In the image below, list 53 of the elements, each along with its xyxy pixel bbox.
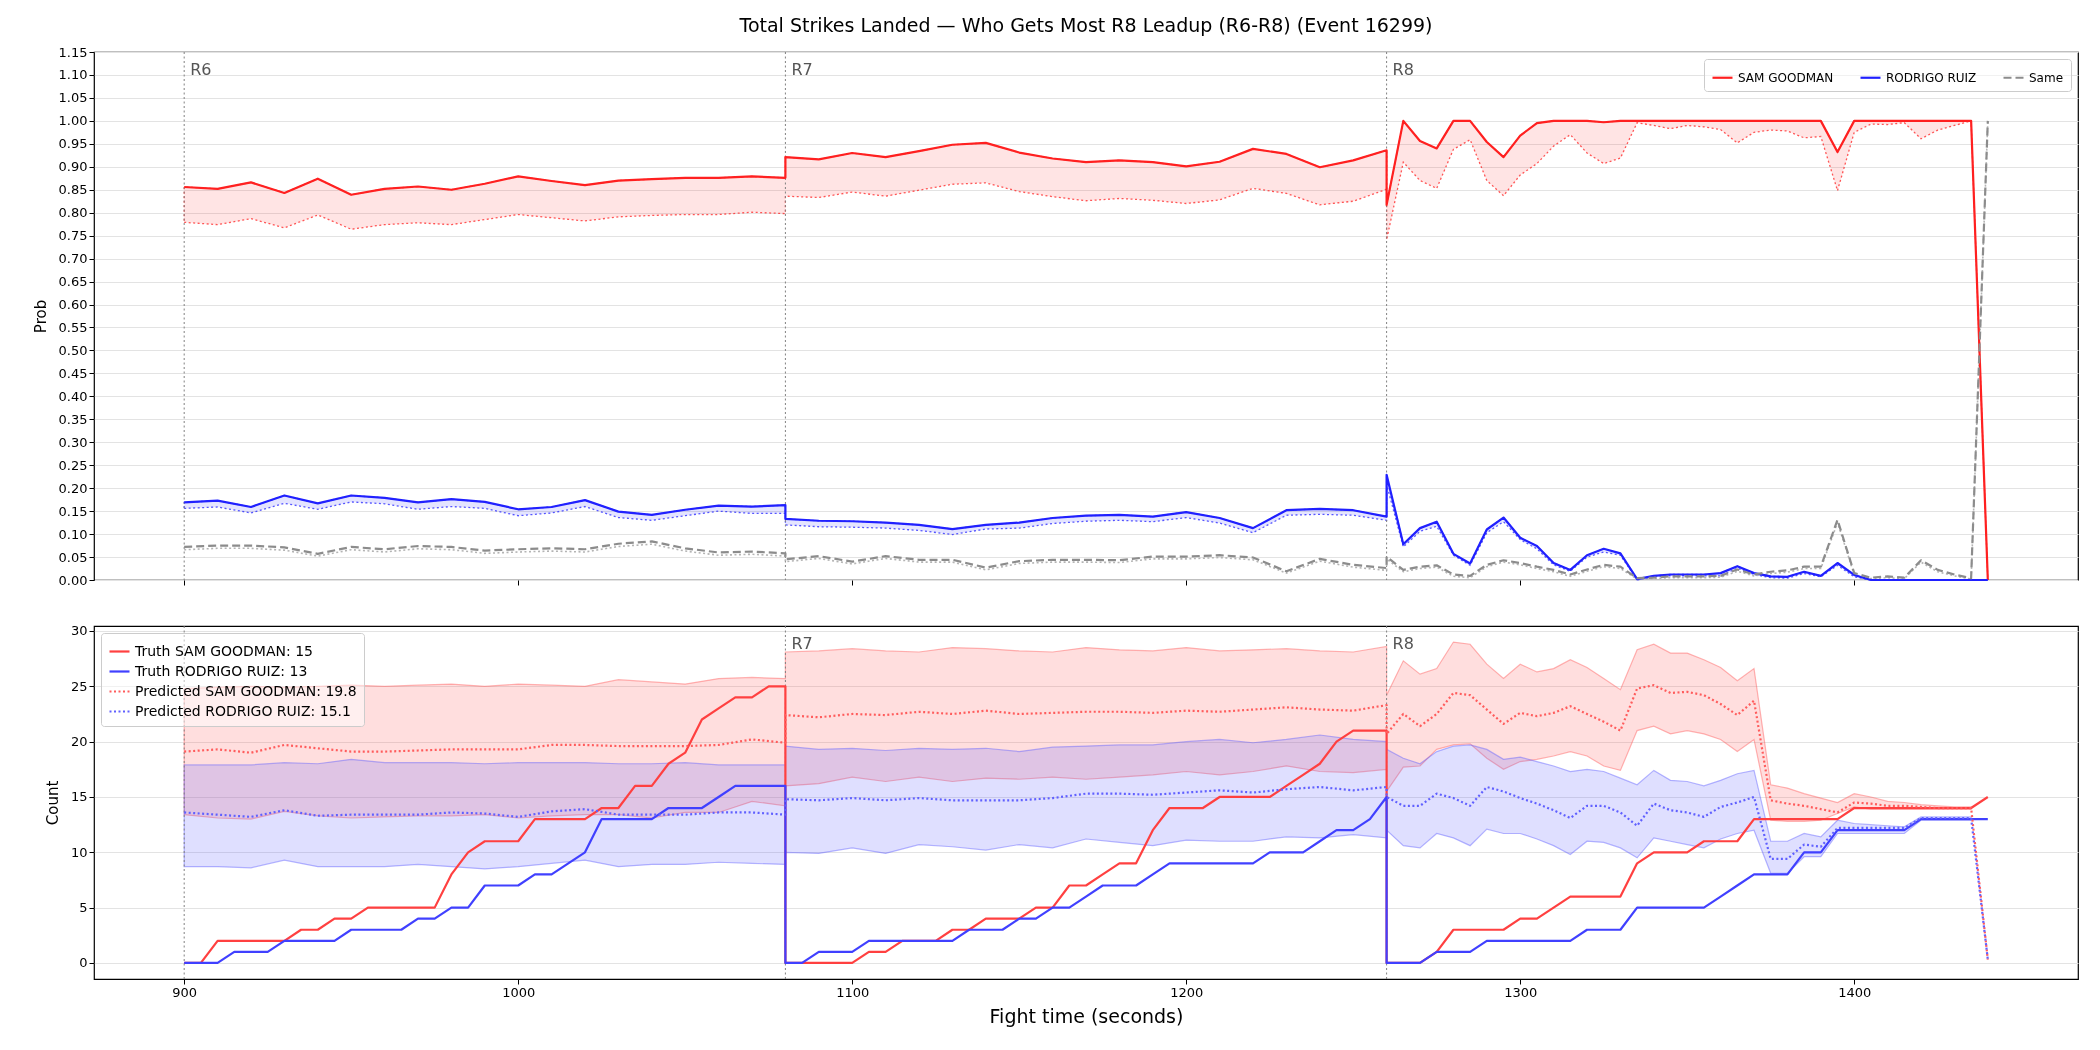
y-tick-label: 0.90 [58, 159, 88, 175]
x-tick-label: 1100 [836, 984, 870, 1000]
y-tick-label: 0.75 [58, 228, 88, 244]
ref-line-label: R8 [1392, 634, 1414, 653]
y-tick-label: 20 [70, 734, 88, 750]
y-tick-label: 1.10 [58, 67, 88, 83]
y-tick-label: 0.30 [58, 434, 88, 450]
y-tick-label: 0.60 [58, 297, 88, 313]
y-tick-label: 0.15 [58, 503, 88, 519]
legend-label: Predicted RODRIGO RUIZ: 15.1 [135, 702, 351, 719]
y-tick-label: 0 [79, 955, 88, 971]
y-tick-label: 10 [70, 844, 88, 860]
chart-title: Total Strikes Landed — Who Gets Most R8 Leadup (R6-R8) (Event 16299) [738, 14, 1433, 36]
y-axis-title: Prob [31, 299, 50, 334]
y-tick-label: 15 [70, 789, 88, 805]
y-tick-label: 1.05 [58, 90, 88, 106]
x-tick-label: 1000 [502, 984, 536, 1000]
ref-line-label: R8 [1392, 60, 1414, 79]
y-tick-label: 0.10 [58, 526, 88, 542]
x-axis-title: Fight time (seconds) [989, 1004, 1184, 1027]
y-tick-label: 0.35 [58, 411, 88, 427]
x-tick-label: 900 [172, 984, 198, 1000]
y-tick-label: 25 [70, 678, 88, 694]
y-tick-label: 0.50 [58, 342, 88, 358]
y-axis-title: Count [43, 780, 62, 826]
legend-label: Truth RODRIGO RUIZ: 13 [134, 662, 308, 679]
x-tick-label: 1300 [1504, 984, 1538, 1000]
y-tick-label: 0.55 [58, 319, 88, 335]
legend-label: RODRIGO RUIZ [1886, 70, 1977, 85]
legend-label: Predicted SAM GOODMAN: 19.8 [135, 682, 357, 699]
y-tick-label: 0.20 [58, 480, 88, 496]
y-tick-label: 0.70 [58, 251, 88, 267]
y-tick-label: 0.45 [58, 365, 88, 381]
y-tick-label: 5 [79, 900, 88, 916]
ref-line-label: R7 [791, 60, 813, 79]
legend-label: Same [2029, 70, 2064, 85]
ref-line-label: R6 [190, 60, 212, 79]
legend-label: Truth SAM GOODMAN: 15 [134, 642, 313, 659]
x-tick-label: 1200 [1170, 984, 1204, 1000]
ref-line-label: R7 [791, 634, 813, 653]
y-tick-label: 0.65 [58, 274, 88, 290]
y-tick-label: 0.95 [58, 136, 88, 152]
y-tick-label: 0.00 [58, 572, 88, 588]
y-tick-label: 0.05 [58, 549, 88, 565]
y-tick-label: 0.85 [58, 182, 88, 198]
legend-label: SAM GOODMAN [1738, 70, 1834, 85]
y-tick-label: 0.80 [58, 205, 88, 221]
x-tick-label: 1400 [1838, 984, 1872, 1000]
y-tick-label: 0.40 [58, 388, 88, 404]
y-tick-label: 0.25 [58, 457, 88, 473]
y-tick-label: 1.00 [58, 113, 88, 129]
y-tick-label: 30 [70, 623, 88, 639]
y-tick-label: 1.15 [58, 44, 88, 60]
